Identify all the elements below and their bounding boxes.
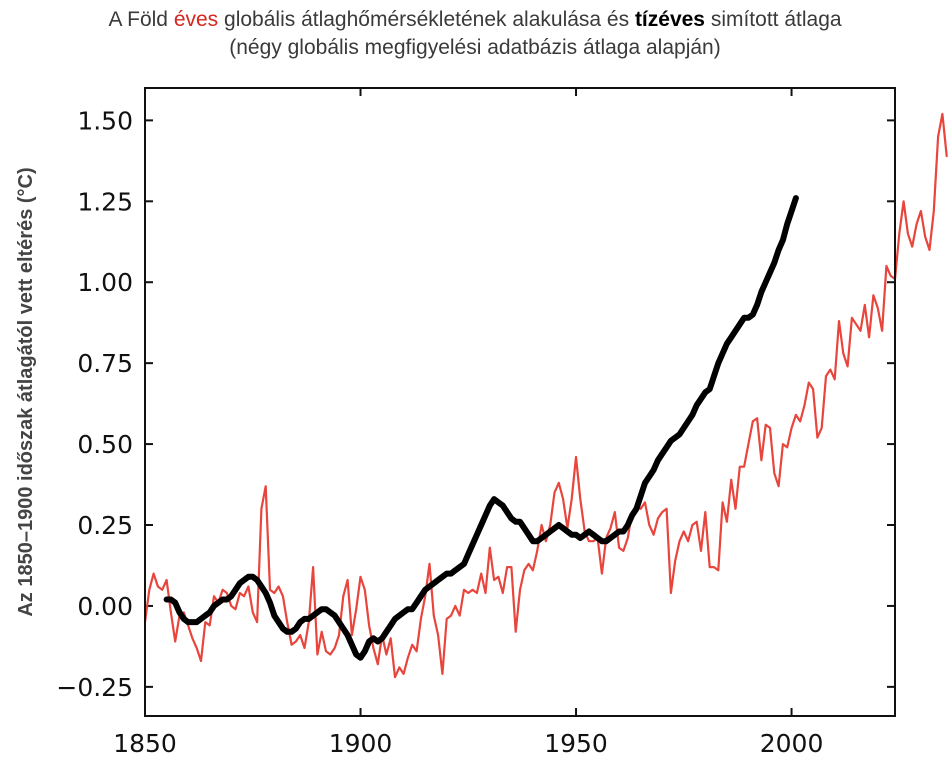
chart-title-line1: A Föld éves globális átlaghőmérsékleténe… [0, 6, 950, 34]
y-tick-label: −0.25 [56, 673, 133, 702]
plot-frame [144, 87, 896, 717]
chart-title: A Föld éves globális átlaghőmérsékleténe… [0, 6, 950, 62]
x-tick-label: 2000 [760, 729, 824, 758]
title-segment-decadal: tízéves [634, 8, 705, 31]
title-segment: globális átlaghőmérsékletének alakulása … [218, 8, 635, 31]
series-line-decadal-smoothed [163, 195, 799, 661]
x-tick-label: 1950 [544, 729, 608, 758]
y-axis-label: Az 1850–1900 időszak átlagától vett elté… [15, 167, 37, 616]
y-tick-label: 1.25 [77, 187, 133, 216]
y-tick-label: 0.50 [77, 430, 133, 459]
title-segment: simított átlaga [704, 8, 842, 31]
series-layer [143, 112, 948, 679]
y-tick-label: 1.50 [77, 106, 133, 135]
axes: −0.25 0.00 0.25 0.50 0.75 1.00 1.25 1.50 1850 190… [56, 88, 895, 758]
y-tick-label: 1.00 [77, 268, 133, 297]
x-tick-label: 1850 [113, 729, 177, 758]
title-segment-annual: éves [173, 8, 219, 31]
series-line-annual [143, 112, 948, 679]
y-tick-label: 0.75 [77, 349, 133, 378]
chart-subtitle: (négy globális megfigyelési adatbázis át… [229, 36, 721, 59]
title-segment: A Föld [108, 8, 174, 31]
y-tick-label: 0.25 [77, 511, 133, 540]
x-tick-label: 1900 [329, 729, 393, 758]
y-tick-label: 0.00 [77, 592, 133, 621]
